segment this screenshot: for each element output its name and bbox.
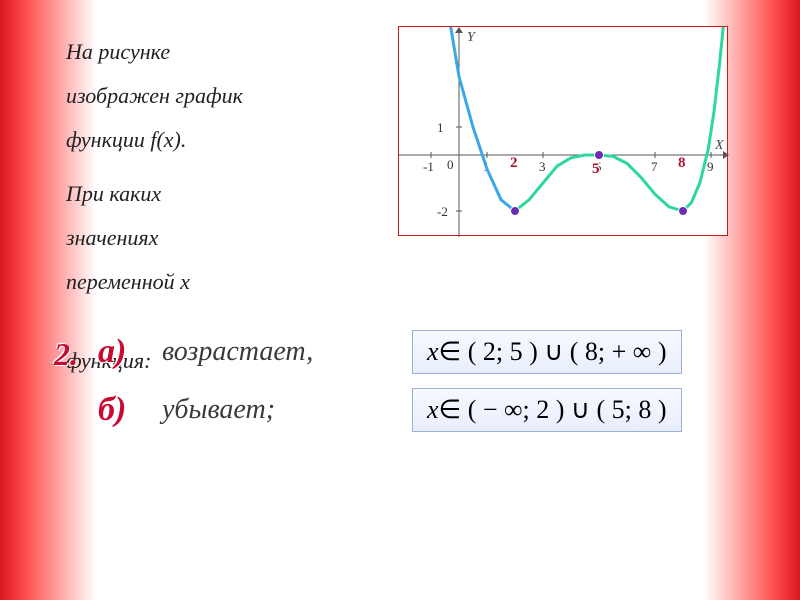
answer-desc-a: возрастает, — [162, 336, 412, 368]
svg-text:8: 8 — [678, 155, 686, 171]
problem-line: переменной х — [66, 260, 386, 304]
formula-body: ∈ ( − ∞; 2 ) ∪ ( 5; 8 ) — [439, 395, 667, 424]
answer-row-b: б) убывает; x∈ ( − ∞; 2 ) ∪ ( 5; 8 ) — [60, 388, 720, 432]
graph-svg: YX0-1135791-2258 — [399, 27, 729, 237]
svg-text:5: 5 — [592, 161, 600, 177]
slide-content: На рисунке изображен график функции f(x)… — [0, 0, 800, 324]
svg-text:X: X — [714, 138, 724, 153]
svg-text:-2: -2 — [437, 204, 448, 219]
formula-var: x — [427, 395, 439, 424]
answer-formula-b: x∈ ( − ∞; 2 ) ∪ ( 5; 8 ) — [412, 388, 682, 432]
svg-text:Y: Y — [467, 30, 477, 45]
question-number: 2. — [54, 336, 78, 373]
svg-text:2: 2 — [510, 155, 518, 171]
svg-text:-1: -1 — [423, 159, 434, 174]
problem-statement: На рисунке изображен график функции f(x)… — [66, 30, 386, 304]
problem-line: На рисунке — [66, 30, 386, 74]
formula-body: ∈ ( 2; 5 ) ∪ ( 8; + ∞ ) — [439, 337, 667, 366]
svg-text:3: 3 — [539, 159, 546, 174]
problem-line: значениях — [66, 216, 386, 260]
answer-letter-a: а) — [98, 333, 162, 371]
answer-desc-b: убывает; — [162, 394, 412, 426]
svg-text:9: 9 — [707, 159, 714, 174]
answer-row-a: 2. а) возрастает, x∈ ( 2; 5 ) ∪ ( 8; + ∞… — [60, 330, 720, 374]
problem-line: При каких — [66, 172, 386, 216]
formula-var: x — [427, 337, 439, 366]
answer-letter-b: б) — [98, 391, 162, 429]
answers-block: 2. а) возрастает, x∈ ( 2; 5 ) ∪ ( 8; + ∞… — [60, 330, 720, 446]
problem-line: изображен график — [66, 74, 386, 118]
svg-text:0: 0 — [447, 157, 454, 172]
svg-text:1: 1 — [437, 120, 444, 135]
function-graph: YX0-1135791-2258 — [398, 26, 728, 236]
answer-formula-a: x∈ ( 2; 5 ) ∪ ( 8; + ∞ ) — [412, 330, 682, 374]
svg-text:7: 7 — [651, 159, 658, 174]
problem-line: функции f(x). — [66, 118, 386, 162]
